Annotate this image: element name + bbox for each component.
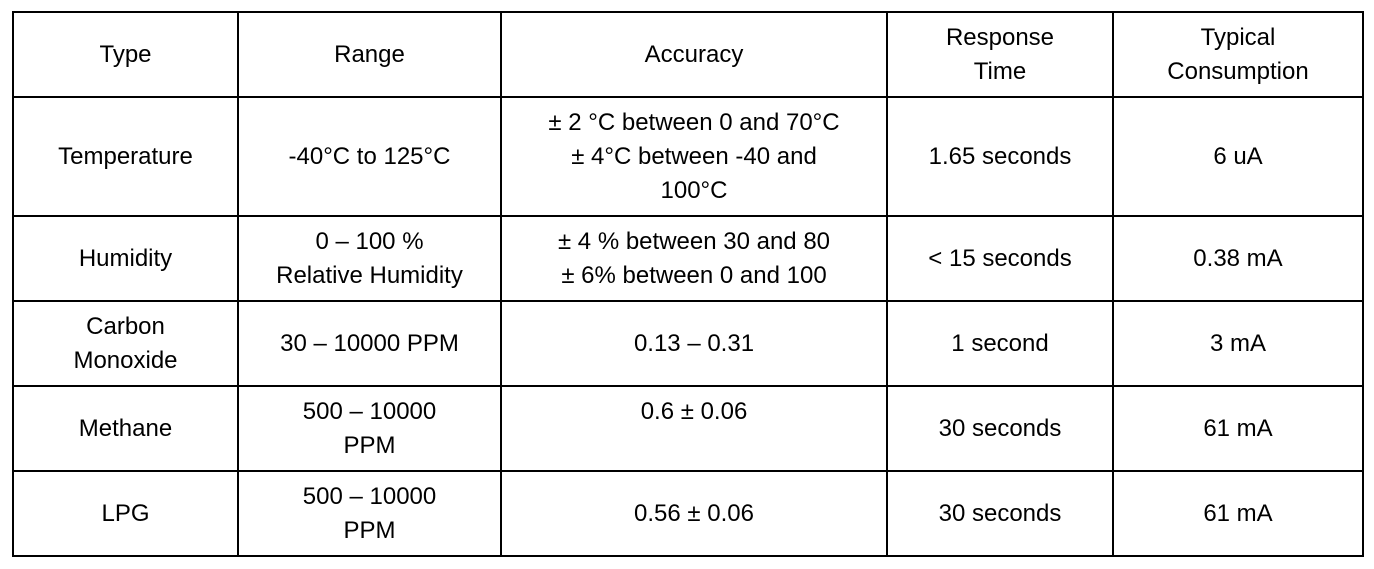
cell-type: Temperature: [12, 96, 239, 217]
sensor-spec-table: Type Range Accuracy Response Time Typica…: [12, 11, 1364, 557]
cell-accuracy: 0.6 ± 0.06: [500, 385, 888, 472]
cell-response-time: 1.65 seconds: [886, 96, 1114, 217]
cell-range: 500 – 10000 PPM: [237, 470, 502, 557]
cell-type: Carbon Monoxide: [12, 300, 239, 387]
cell-consumption: 0.38 mA: [1112, 215, 1364, 302]
cell-type: Methane: [12, 385, 239, 472]
header-type: Type: [12, 11, 239, 98]
cell-response-time: < 15 seconds: [886, 215, 1114, 302]
cell-range: 0 – 100 % Relative Humidity: [237, 215, 502, 302]
cell-range: -40°C to 125°C: [237, 96, 502, 217]
header-accuracy: Accuracy: [500, 11, 888, 98]
cell-accuracy: ± 4 % between 30 and 80 ± 6% between 0 a…: [500, 215, 888, 302]
table-row: Temperature -40°C to 125°C ± 2 °C betwee…: [12, 96, 1364, 217]
cell-consumption: 3 mA: [1112, 300, 1364, 387]
cell-range: 500 – 10000 PPM: [237, 385, 502, 472]
cell-type: Humidity: [12, 215, 239, 302]
cell-consumption: 6 uA: [1112, 96, 1364, 217]
cell-consumption: 61 mA: [1112, 385, 1364, 472]
header-response-time: Response Time: [886, 11, 1114, 98]
table-header-row: Type Range Accuracy Response Time Typica…: [12, 11, 1364, 98]
cell-range: 30 – 10000 PPM: [237, 300, 502, 387]
cell-accuracy: 0.13 – 0.31: [500, 300, 888, 387]
table-row: Methane 500 – 10000 PPM 0.6 ± 0.06 30 se…: [12, 385, 1364, 472]
cell-response-time: 30 seconds: [886, 470, 1114, 557]
cell-accuracy: 0.56 ± 0.06: [500, 470, 888, 557]
header-range: Range: [237, 11, 502, 98]
table-row: Carbon Monoxide 30 – 10000 PPM 0.13 – 0.…: [12, 300, 1364, 387]
table-row: Humidity 0 – 100 % Relative Humidity ± 4…: [12, 215, 1364, 302]
cell-response-time: 30 seconds: [886, 385, 1114, 472]
cell-accuracy: ± 2 °C between 0 and 70°C ± 4°C between …: [500, 96, 888, 217]
table-row: LPG 500 – 10000 PPM 0.56 ± 0.06 30 secon…: [12, 470, 1364, 557]
cell-response-time: 1 second: [886, 300, 1114, 387]
cell-consumption: 61 mA: [1112, 470, 1364, 557]
header-consumption: Typical Consumption: [1112, 11, 1364, 98]
cell-type: LPG: [12, 470, 239, 557]
